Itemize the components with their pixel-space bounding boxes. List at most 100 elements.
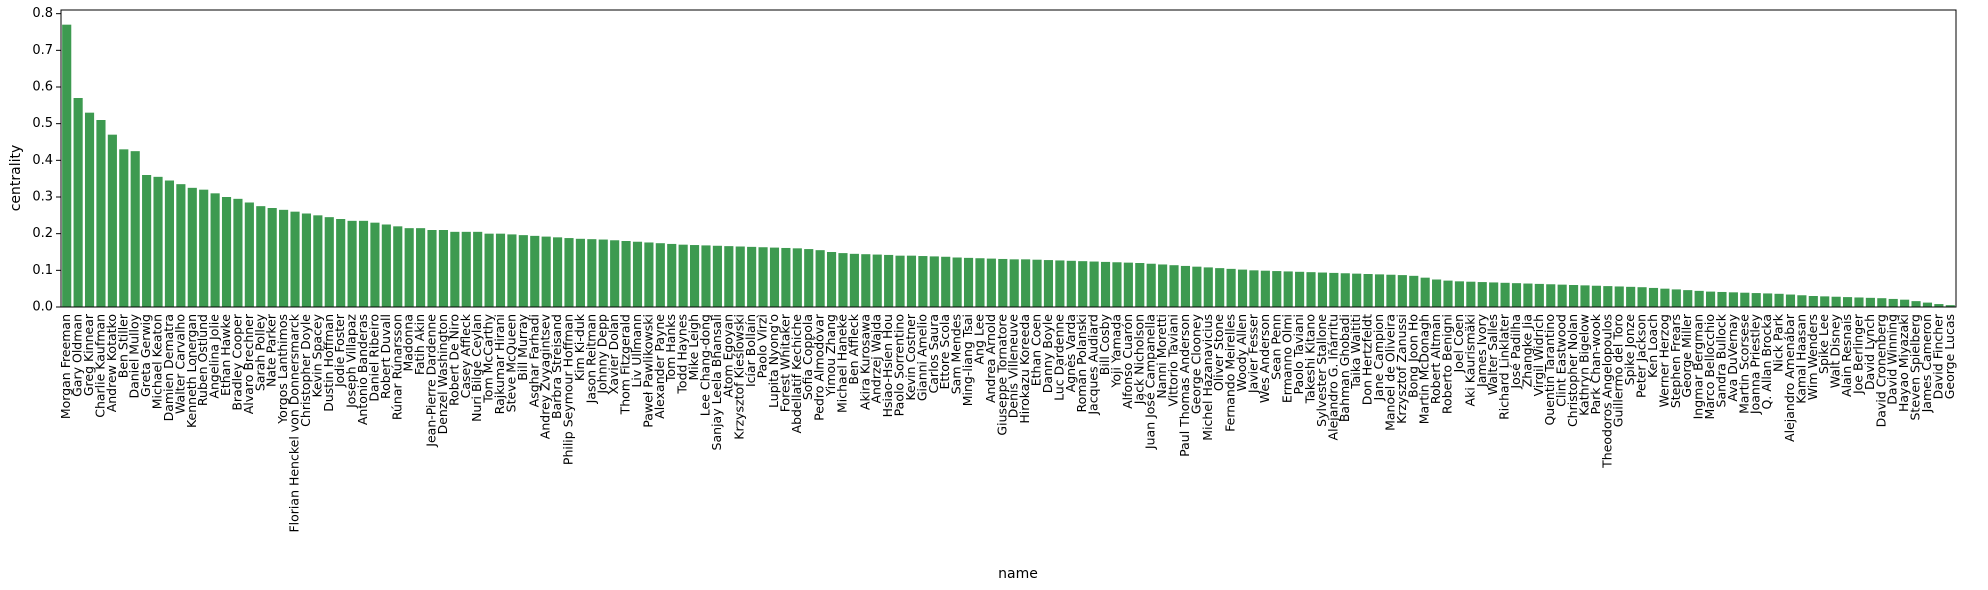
bar bbox=[564, 238, 574, 307]
x-tick-label: Forest Whitaker bbox=[777, 313, 792, 412]
bar bbox=[575, 238, 585, 307]
bar bbox=[244, 202, 254, 307]
plot-frame bbox=[60, 9, 1957, 308]
bar bbox=[1911, 301, 1921, 307]
x-tick-label: Morgan Freeman bbox=[58, 314, 73, 419]
bar bbox=[119, 149, 129, 307]
bar bbox=[62, 24, 72, 308]
bar bbox=[769, 247, 780, 307]
bar bbox=[1934, 304, 1944, 307]
bar bbox=[1694, 290, 1704, 307]
bar bbox=[1032, 259, 1042, 307]
x-tick-label: Kamal Haasan bbox=[1793, 314, 1808, 404]
x-tick-label: Michael Haneke bbox=[834, 314, 849, 413]
x-tick-label: Werner Herzog bbox=[1656, 314, 1671, 407]
bar bbox=[142, 175, 152, 307]
x-tick-label: Bill Cosby bbox=[1097, 313, 1112, 375]
x-tick-label: Charlie Kaufman bbox=[92, 314, 107, 418]
bar bbox=[1546, 284, 1556, 307]
bar bbox=[1340, 273, 1350, 307]
x-tick-label: Alain Resnais bbox=[1839, 314, 1854, 397]
x-tick-label: Jacques Audiard bbox=[1086, 314, 1101, 416]
x-tick-label: Don Hertzfeldt bbox=[1360, 314, 1375, 405]
bar bbox=[1466, 281, 1476, 307]
bar bbox=[313, 215, 323, 307]
bar bbox=[781, 247, 791, 307]
bar bbox=[1854, 297, 1864, 307]
x-tick-label: Rúnar Rúnarsson bbox=[389, 314, 404, 420]
x-tick-label: Robert De Niro bbox=[446, 314, 461, 406]
x-tick-label: Nate Parker bbox=[264, 313, 279, 387]
bar bbox=[393, 226, 403, 307]
bar bbox=[324, 217, 334, 307]
bar bbox=[199, 189, 209, 307]
x-tick-label: Giuseppe Tornatore bbox=[994, 314, 1009, 436]
bar bbox=[1717, 291, 1727, 307]
x-tick-label: Nick Park bbox=[1771, 313, 1786, 372]
bar bbox=[381, 224, 391, 307]
x-tick-label: Paolo Taviani bbox=[1291, 314, 1306, 395]
x-tick-label: Roman Polanski bbox=[1074, 314, 1089, 413]
x-tick-label: Mike Leigh bbox=[686, 314, 701, 380]
bar bbox=[1283, 271, 1293, 307]
bar bbox=[553, 237, 563, 307]
x-tick-label: Hayao Miyazaki bbox=[1896, 314, 1911, 412]
x-tick-label: Virgil Widrich bbox=[1531, 314, 1546, 396]
x-tick-label: Tom McCarthy bbox=[481, 313, 496, 403]
bar bbox=[210, 193, 220, 307]
bar bbox=[667, 243, 677, 307]
x-tick-label: Ingmar Bergman bbox=[1691, 314, 1706, 419]
bar bbox=[1203, 267, 1213, 307]
bar bbox=[632, 241, 643, 307]
bar bbox=[1443, 280, 1453, 307]
x-tick-label: Andrzej Wajda bbox=[869, 314, 884, 404]
bar bbox=[1877, 298, 1887, 307]
bar bbox=[644, 242, 654, 307]
x-tick-label: George Lucas bbox=[1942, 314, 1957, 399]
bar bbox=[1043, 260, 1054, 307]
bar bbox=[541, 236, 551, 307]
x-tick-label: Antonio Banderas bbox=[355, 314, 370, 425]
x-tick-label: Bong Joon Ho bbox=[1405, 314, 1420, 398]
bar bbox=[1580, 285, 1590, 307]
bar bbox=[267, 208, 277, 307]
bar bbox=[1192, 266, 1202, 307]
x-tick-label: Joseph Villapaz bbox=[344, 314, 359, 409]
x-tick-label: Michel Hazanavicius bbox=[1200, 314, 1215, 441]
y-axis-label: centrality bbox=[8, 145, 24, 212]
bar bbox=[233, 198, 243, 307]
x-tick-label: Ang Lee bbox=[971, 314, 986, 365]
x-tick-label: Carlos Saura bbox=[926, 314, 941, 393]
bar bbox=[1842, 297, 1853, 307]
bar bbox=[621, 241, 631, 307]
bar bbox=[1066, 260, 1076, 307]
bar bbox=[1648, 287, 1659, 307]
x-tick-label: Kevin Costner bbox=[903, 313, 918, 400]
y-tick-label: 0.0 bbox=[32, 300, 53, 315]
bar bbox=[530, 235, 540, 307]
x-tick-label: Bahman Ghobadi bbox=[1337, 314, 1352, 422]
bar bbox=[1477, 282, 1487, 307]
bar bbox=[1808, 296, 1818, 307]
x-tick-label: Pedro Almodóvar bbox=[812, 313, 827, 421]
bar bbox=[336, 219, 346, 307]
bar bbox=[1260, 270, 1270, 307]
bar bbox=[1249, 270, 1259, 307]
bar bbox=[96, 120, 106, 307]
x-tick-label: Gary Oldman bbox=[70, 314, 85, 397]
bar bbox=[963, 257, 974, 307]
bar bbox=[370, 222, 380, 307]
x-tick-label: Daniel Mulloy bbox=[127, 313, 142, 398]
x-tick-label: David Winning bbox=[1885, 314, 1900, 405]
bar bbox=[107, 134, 117, 307]
bar bbox=[998, 258, 1008, 307]
x-tick-label: Sylvester Stallone bbox=[1314, 314, 1329, 427]
bar bbox=[1272, 271, 1282, 307]
x-tick-label: Danny Boyle bbox=[1040, 314, 1055, 394]
bar bbox=[404, 228, 414, 307]
x-tick-label: Spike Lee bbox=[1816, 314, 1831, 374]
x-tick-label: Liv Ullmann bbox=[629, 314, 644, 388]
x-tick-label: Hirokazu Koreeda bbox=[1017, 314, 1032, 424]
x-tick-label: Yimou Zhang bbox=[823, 314, 838, 397]
